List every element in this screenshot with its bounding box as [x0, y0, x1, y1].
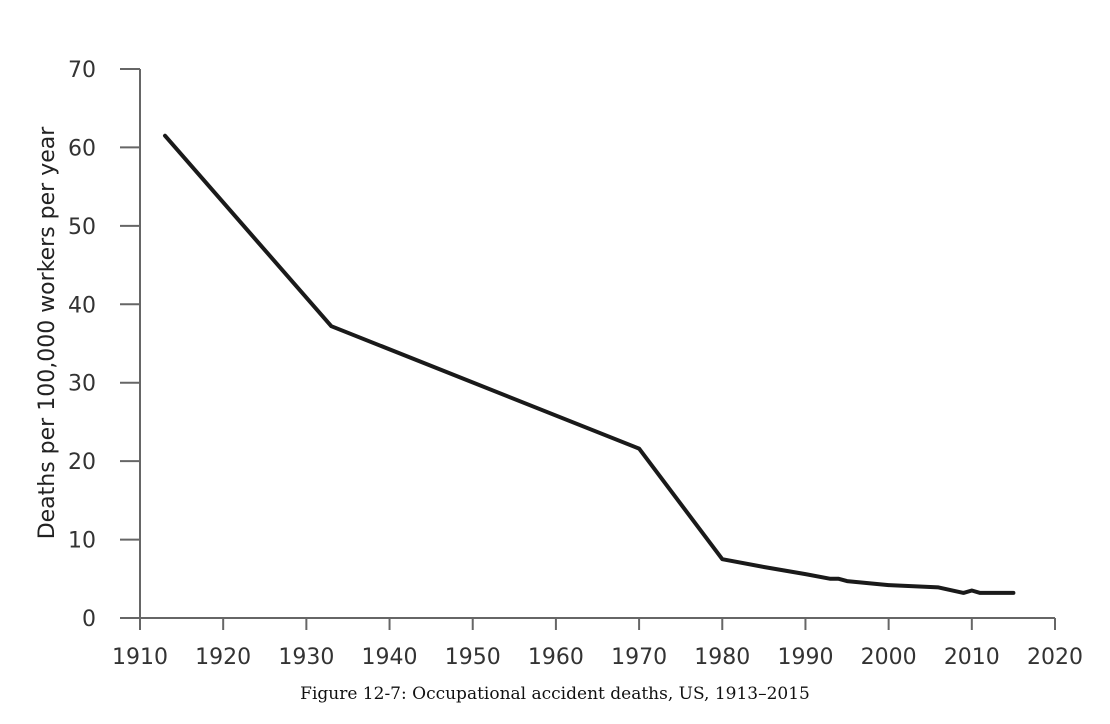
- x-tick-label: 1930: [278, 645, 334, 670]
- y-tick-label: 50: [68, 215, 96, 240]
- x-axis: 1910 1920 1930 1940 1950 1960 1970 1980 1990 2000…: [112, 617, 1083, 670]
- x-tick-label: 1990: [777, 645, 833, 670]
- x-tick-label: 1910: [112, 645, 168, 670]
- y-tick-label: 0: [82, 607, 96, 632]
- y-tick-label: 30: [68, 372, 96, 397]
- y-tick-label: 40: [68, 293, 96, 318]
- series-line: [163, 133, 1016, 595]
- y-tick-label: 20: [68, 450, 96, 475]
- x-tick-label: 1950: [445, 645, 501, 670]
- y-tick-label: 70: [68, 58, 96, 83]
- x-tick-label: 2000: [861, 645, 917, 670]
- y-axis: 0 10 20 30 40 50 60 70: [68, 58, 141, 632]
- y-tick-label: 60: [68, 136, 96, 161]
- x-tick-label: 1960: [528, 645, 584, 670]
- x-tick-label: 2010: [944, 645, 1000, 670]
- plot-area: [163, 133, 1016, 595]
- figure-caption: Figure 12-7: Occupational accident death…: [300, 684, 810, 704]
- x-tick-label: 1920: [195, 645, 251, 670]
- x-tick-label: 1980: [694, 645, 750, 670]
- y-axis-title: Deaths per 100,000 workers per year: [35, 126, 60, 540]
- x-tick-label: 1970: [611, 645, 667, 670]
- x-tick-label: 1940: [362, 645, 418, 670]
- y-tick-label: 10: [68, 529, 96, 554]
- x-tick-label: 2020: [1027, 645, 1083, 670]
